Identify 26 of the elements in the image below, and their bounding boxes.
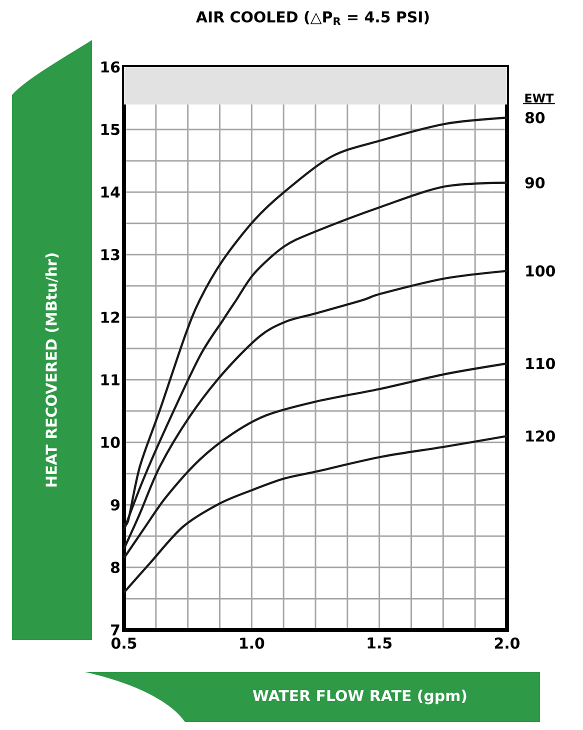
x-tick-label: 0.5 (111, 638, 136, 649)
series-label: 80 (525, 112, 545, 124)
y-tick-label: 12 (101, 312, 120, 323)
y-tick-label: 13 (101, 249, 120, 260)
x-axis-title: WATER FLOW RATE (gpm) (252, 690, 466, 704)
y-tick-label: 8 (110, 562, 120, 574)
y-axis-title: HEAT RECOVERED (MBtu/hr) (45, 253, 59, 487)
y-tick-label: 10 (101, 436, 120, 448)
series-label: 120 (526, 430, 555, 442)
y-tick-label: 14 (101, 186, 120, 198)
legend-title: EWT (525, 94, 554, 102)
series-label: 110 (526, 358, 555, 370)
y-tick-label: 16 (101, 61, 120, 73)
y-tick-label: 9 (110, 499, 120, 511)
line-series (122, 434, 508, 594)
y-tick-label: 15 (101, 124, 120, 136)
x-tick-label: 2.0 (494, 638, 520, 649)
line-series (122, 362, 508, 560)
line-series (122, 270, 508, 550)
x-tick-label: 1.0 (240, 638, 264, 649)
chart-title: AIR COOLED (△P$_{R}$ = 4.5 PSI) (196, 10, 429, 26)
series-label: 90 (525, 177, 545, 188)
series-label: 100 (526, 265, 555, 277)
y-tick-label: 11 (101, 374, 120, 386)
x-tick-label: 1.5 (368, 638, 392, 649)
y-tick-label: 7 (111, 624, 120, 636)
